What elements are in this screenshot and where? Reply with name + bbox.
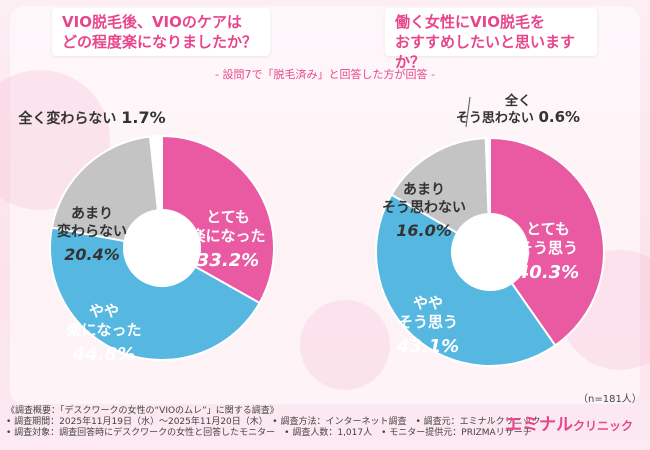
chart-2-slice-4-percent: 0.6% <box>538 108 580 126</box>
footer-line-3: • 調査対象：調査回答時にデスクワークの女性と回答したモニター • 調査人数：1… <box>6 428 532 438</box>
question-1-title-line2: どの程度楽になりましたか？ <box>62 33 258 51</box>
question-1-title: VIO脱毛後、VIOのケアは どの程度楽になりましたか？ <box>52 8 270 56</box>
question-2-title: 働く女性にVIO脱毛を おすすめしたいと思いますか？ <box>385 8 597 71</box>
chart-2-center <box>453 215 527 289</box>
chart-1-center <box>125 211 199 285</box>
question-1-title-line1: VIO脱毛後、VIOのケアは <box>62 13 242 31</box>
chart-1-slice-3 <box>50 135 160 243</box>
chart-1-slice-1-category: 楽になった <box>190 227 265 245</box>
chart-2-slice-3-percent: 16.0% <box>396 221 452 240</box>
question-2-title-line2: おすすめしたいと思いますか？ <box>395 33 576 71</box>
chart-2-slice-3-category: あまり <box>403 182 445 198</box>
brand-logo-main: エミナル <box>505 415 573 435</box>
footer-line-1: 《調査概要：「デスクワークの女性の“VIOのムレ”」に関する調査》 <box>6 406 279 416</box>
chart-1-slice-1 <box>161 134 275 305</box>
chart-2-slice-4-category: 全く <box>504 93 531 109</box>
chart-2-slice-1-category: とても <box>526 220 570 238</box>
chart-2-slice-1 <box>489 136 605 347</box>
sample-size-note: （n=181人） <box>578 394 642 405</box>
chart-1-slice-1-category: とても <box>206 208 250 226</box>
survey-footer: 《調査概要：「デスクワークの女性の“VIOのムレ”」に関する調査》 • 調査期間… <box>6 406 541 439</box>
decor-blob <box>300 300 390 390</box>
chart-2-slice-3-category: そう思わない <box>382 200 466 216</box>
chart-1-slice-4-category: 全く変わらない 1.7% <box>17 108 165 127</box>
chart-2-slice-1-category: そう思う <box>518 239 578 257</box>
brand-logo: エミナルクリニック <box>505 410 633 435</box>
chart-2-slice-2 <box>375 193 557 367</box>
chart-2-slice-4-category-2: そう思わない 0.6% <box>456 108 580 126</box>
chart-2-slice-1-percent: 40.3% <box>516 262 579 283</box>
chart-1-slice-3-percent: 20.4% <box>64 245 120 264</box>
chart-2-leader-line <box>465 96 471 128</box>
chart-2-slice-3 <box>390 137 490 235</box>
chart-1-slice-4 <box>148 134 163 212</box>
chart-2-slice-2-percent: 43.1% <box>396 336 459 357</box>
chart-1-slice-2-category: 楽になった <box>66 321 141 339</box>
chart-1-slice-4-percent: 1.7% <box>121 108 165 127</box>
footer-line-2: • 調査期間：2025年11月19日（水）〜2025年11月20日（木） • 調… <box>6 417 541 427</box>
chart-2-slice-2-category: そう思う <box>398 313 458 331</box>
brand-logo-sub: クリニック <box>573 419 634 433</box>
survey-subtitle: - 設問7で「脱毛済み」と回答した方が回答 - <box>215 68 435 81</box>
chart-1-slice-3-category: あまり <box>71 206 113 222</box>
chart-1-slice-2 <box>49 226 261 361</box>
chart-1-slice-2-category: やや <box>89 302 119 320</box>
chart-1-slice-1-percent: 33.2% <box>197 250 259 271</box>
chart-1-slice-4-label: 全く変わらない 1.7% <box>17 108 165 127</box>
question-2-title-line1: 働く女性にVIO脱毛を <box>395 13 545 31</box>
chart-1-slice-3-category: 変わらない <box>57 223 127 240</box>
chart-2-slice-4 <box>484 136 491 216</box>
chart-2-slice-2-category: やや <box>413 294 443 312</box>
chart-1-slice-2-percent: 44.8% <box>72 344 135 365</box>
